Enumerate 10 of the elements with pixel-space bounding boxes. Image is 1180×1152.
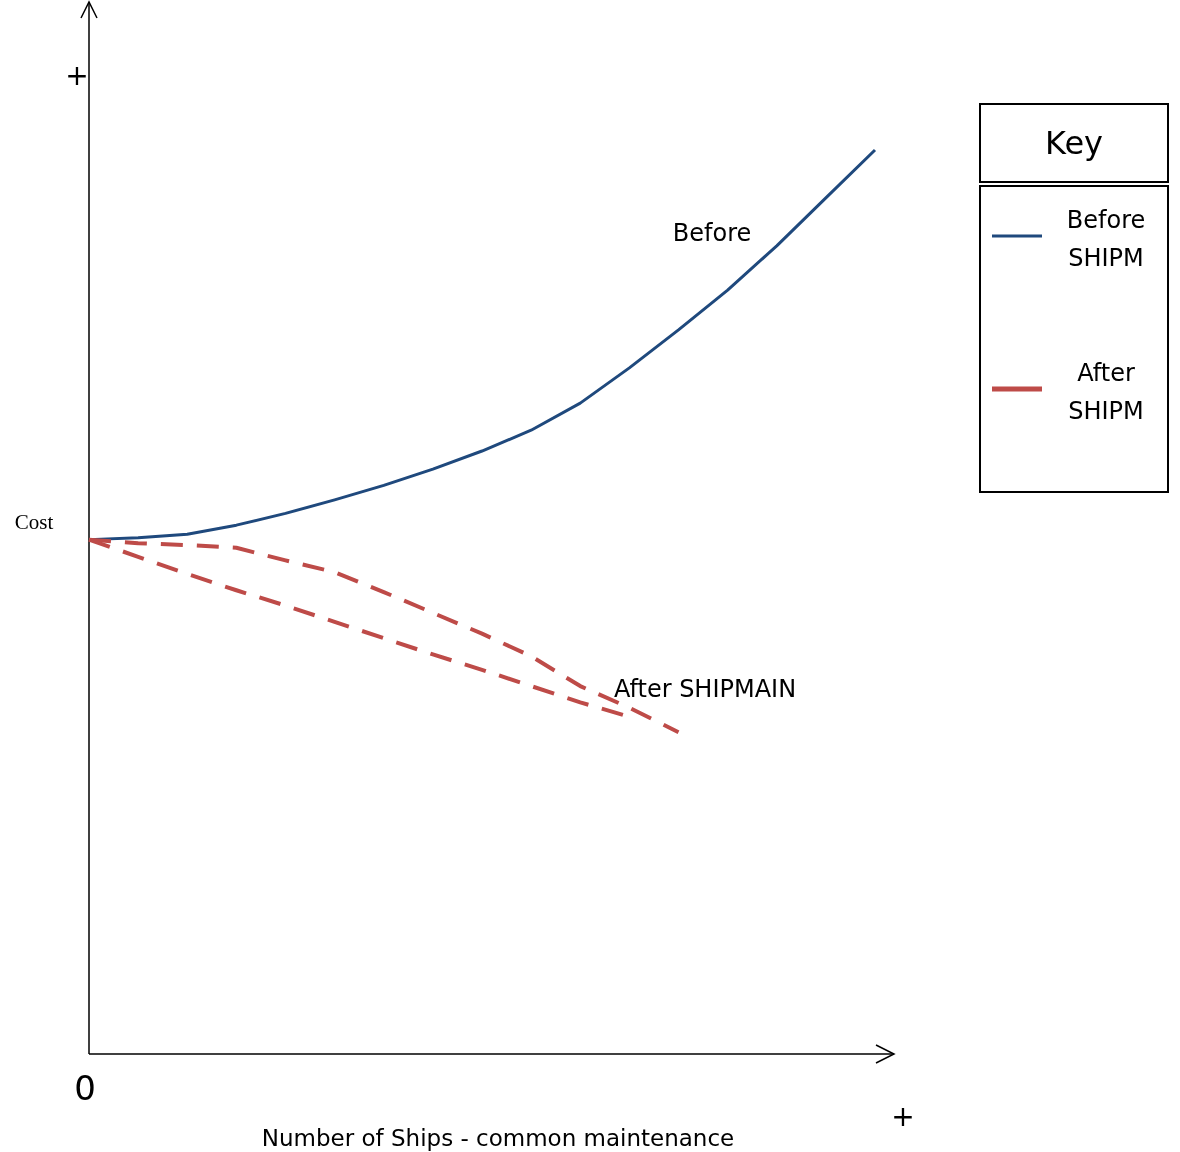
- text: +: [891, 1100, 915, 1133]
- text: 0: [74, 1067, 96, 1108]
- annotation: After SHIPMAIN: [613, 675, 797, 703]
- annotation: Before: [672, 219, 752, 247]
- legend-label: Before SHIPM: [1066, 206, 1146, 272]
- text: +: [65, 59, 89, 92]
- y-axis-title: Cost: [14, 510, 54, 534]
- legend-title: Key: [1044, 124, 1104, 162]
- legend-label: After SHIPM: [1068, 359, 1144, 425]
- x-axis-title: Number of Ships - common maintenance: [261, 1125, 735, 1151]
